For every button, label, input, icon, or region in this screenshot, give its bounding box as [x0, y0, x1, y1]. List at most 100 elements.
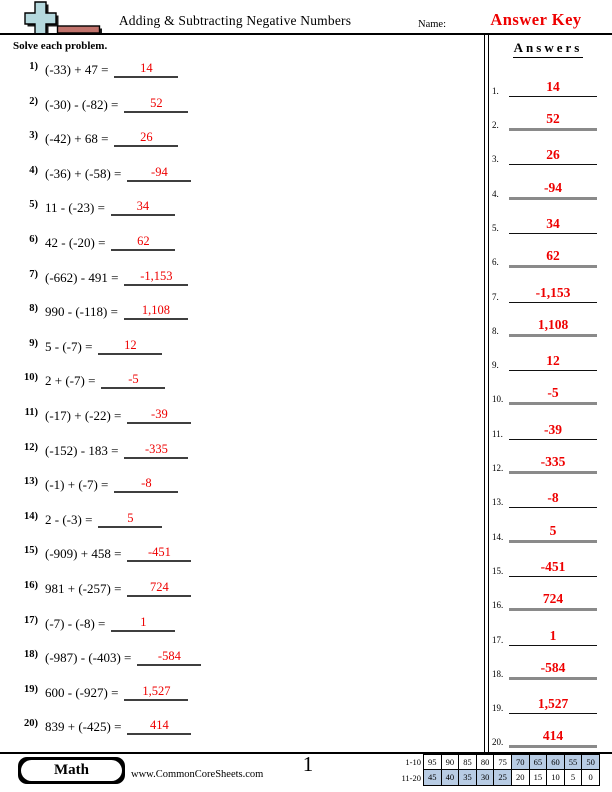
answer-number: 14.	[492, 531, 504, 542]
answer-row: 15. -451	[492, 543, 606, 577]
problem-expression: (-33) + 47 =	[45, 62, 109, 77]
score-cell: 70	[510, 753, 530, 770]
problem-answer-blank: 724	[127, 580, 192, 597]
problem-row: 14) 2 - (-3) = 5	[16, 507, 466, 542]
score-row: 11-20 45 40 35 30 25 20 15 10 5 0	[396, 768, 600, 786]
problem-row: 17) (-7) - (-8) = 1	[16, 611, 466, 646]
answer-number: 16.	[492, 600, 504, 611]
answer-number: 8.	[492, 325, 499, 336]
problem-number: 16)	[24, 579, 38, 591]
problem-number: 3)	[29, 130, 38, 142]
problem-number: 2)	[29, 95, 38, 107]
answer-value-blank: 1,108	[509, 317, 597, 337]
answer-value-blank: 5	[509, 523, 597, 543]
score-cell: 5	[563, 768, 583, 786]
problem-expression: (-662) - 491 =	[45, 269, 119, 285]
answer-value-blank: 52	[509, 112, 597, 132]
problem-answer-blank: -39	[127, 407, 192, 424]
answer-value-blank: 1	[509, 628, 597, 646]
answer-number: 3.	[492, 154, 499, 165]
page-number: 1	[302, 752, 314, 776]
problem-answer-blank: -451	[127, 546, 192, 563]
answer-value-blank: -584	[509, 660, 597, 680]
score-row-label: 1-10	[405, 756, 421, 767]
problem-number: 14)	[24, 510, 38, 522]
problem-answer-blank: -335	[124, 442, 189, 459]
answer-number: 18.	[492, 668, 504, 679]
answer-number: 7.	[492, 291, 499, 302]
problem-expression: (-909) + 458 =	[45, 546, 122, 562]
score-cell: 75	[493, 753, 512, 770]
brand-badge: Math	[18, 757, 125, 784]
problem-row: 9) 5 - (-7) = 12	[16, 334, 466, 369]
score-cell: 40	[440, 768, 460, 786]
score-cell: 0	[581, 768, 600, 786]
problem-answer-blank: 1,108	[123, 304, 188, 321]
answer-value-blank: 12	[509, 354, 597, 372]
answer-value-blank: -5	[509, 386, 597, 406]
problem-expression: 839 + (-425) =	[45, 719, 122, 735]
score-cell: 35	[458, 768, 477, 786]
problem-number: 8)	[29, 303, 38, 315]
problem-row: 1) (-33) + 47 = 14	[16, 57, 466, 92]
answer-number: 6.	[492, 257, 499, 268]
problem-number: 1)	[29, 61, 38, 72]
answers-panel-separator	[484, 35, 489, 752]
answer-number: 17.	[492, 634, 504, 645]
problem-answer-blank: 52	[124, 96, 189, 113]
score-cell: 55	[563, 753, 583, 770]
problem-number: 12)	[24, 441, 38, 453]
problem-row: 11) (-17) + (-22) = -39	[16, 403, 466, 438]
problem-answer-blank: 12	[98, 338, 163, 355]
answer-value-blank: 14	[509, 79, 597, 97]
problem-answer-blank: 1,527	[124, 684, 189, 701]
answer-row: 16. 724	[492, 577, 606, 612]
instructions-text: Solve each problem.	[13, 40, 108, 52]
answer-value-blank: -94	[509, 180, 597, 200]
website-url: www.CommonCoreSheets.com	[131, 769, 264, 780]
answer-number: 19.	[492, 703, 504, 714]
answer-row: 2. 52	[492, 97, 606, 132]
problem-row: 10) 2 + (-7) = -5	[16, 368, 466, 403]
problem-number: 13)	[24, 476, 38, 488]
answer-value-blank: -1,153	[509, 285, 597, 303]
footer-rule	[0, 752, 612, 754]
problem-row: 20) 839 + (-425) = 414	[16, 714, 466, 749]
score-cell: 80	[475, 753, 495, 770]
problem-row: 8) 990 - (-118) = 1,108	[16, 299, 466, 334]
answer-number: 1.	[492, 85, 499, 96]
score-cell: 95	[423, 753, 442, 770]
score-table: 1-10 95 90 85 80 75 70 65 60 55 50 11-20 45 40 35 30 25 2…	[396, 753, 600, 786]
problem-answer-blank: 14	[114, 62, 179, 78]
problem-answer-blank: -94	[127, 165, 192, 182]
score-row-label: 11-20	[401, 772, 421, 783]
score-cell: 90	[440, 753, 460, 770]
answer-row: 1. 14	[492, 63, 606, 97]
answer-row: 7. -1,153	[492, 268, 606, 303]
answer-value-blank: 26	[509, 148, 597, 166]
answer-list: 1. 14 2. 52 3. 26 4. -94 5. 34 6. 62 7. -1,153 8. 1,108…	[492, 63, 606, 749]
problem-number: 17)	[24, 614, 38, 626]
page-title: Adding & Subtracting Negative Numbers	[118, 13, 352, 28]
problem-row: 4) (-36) + (-58) = -94	[16, 161, 466, 196]
problem-list: 1) (-33) + 47 = 14 2) (-30) - (-82) = 52 3) (-4…	[16, 57, 466, 749]
problem-expression: (-987) - (-403) =	[45, 650, 132, 666]
problem-answer-blank: -8	[114, 477, 179, 494]
answer-value-blank: 724	[509, 592, 597, 612]
answer-row: 17. 1	[492, 611, 606, 646]
score-cell: 60	[546, 753, 565, 770]
score-cell: 15	[528, 768, 548, 786]
score-row: 1-10 95 90 85 80 75 70 65 60 55 50	[396, 753, 600, 770]
answer-row: 18. -584	[492, 646, 606, 680]
problem-number: 18)	[24, 649, 38, 661]
score-cell: 10	[546, 768, 565, 786]
problem-expression: (-17) + (-22) =	[45, 407, 122, 423]
problem-expression: 600 - (-927) =	[45, 684, 119, 700]
problem-answer-blank: 1	[111, 615, 176, 632]
answer-row: 6. 62	[492, 234, 606, 269]
problem-row: 19) 600 - (-927) = 1,527	[16, 680, 466, 715]
problem-number: 20)	[24, 718, 38, 730]
problem-answer-blank: 414	[127, 719, 192, 736]
answer-row: 11. -39	[492, 405, 606, 440]
answer-number: 13.	[492, 497, 504, 508]
